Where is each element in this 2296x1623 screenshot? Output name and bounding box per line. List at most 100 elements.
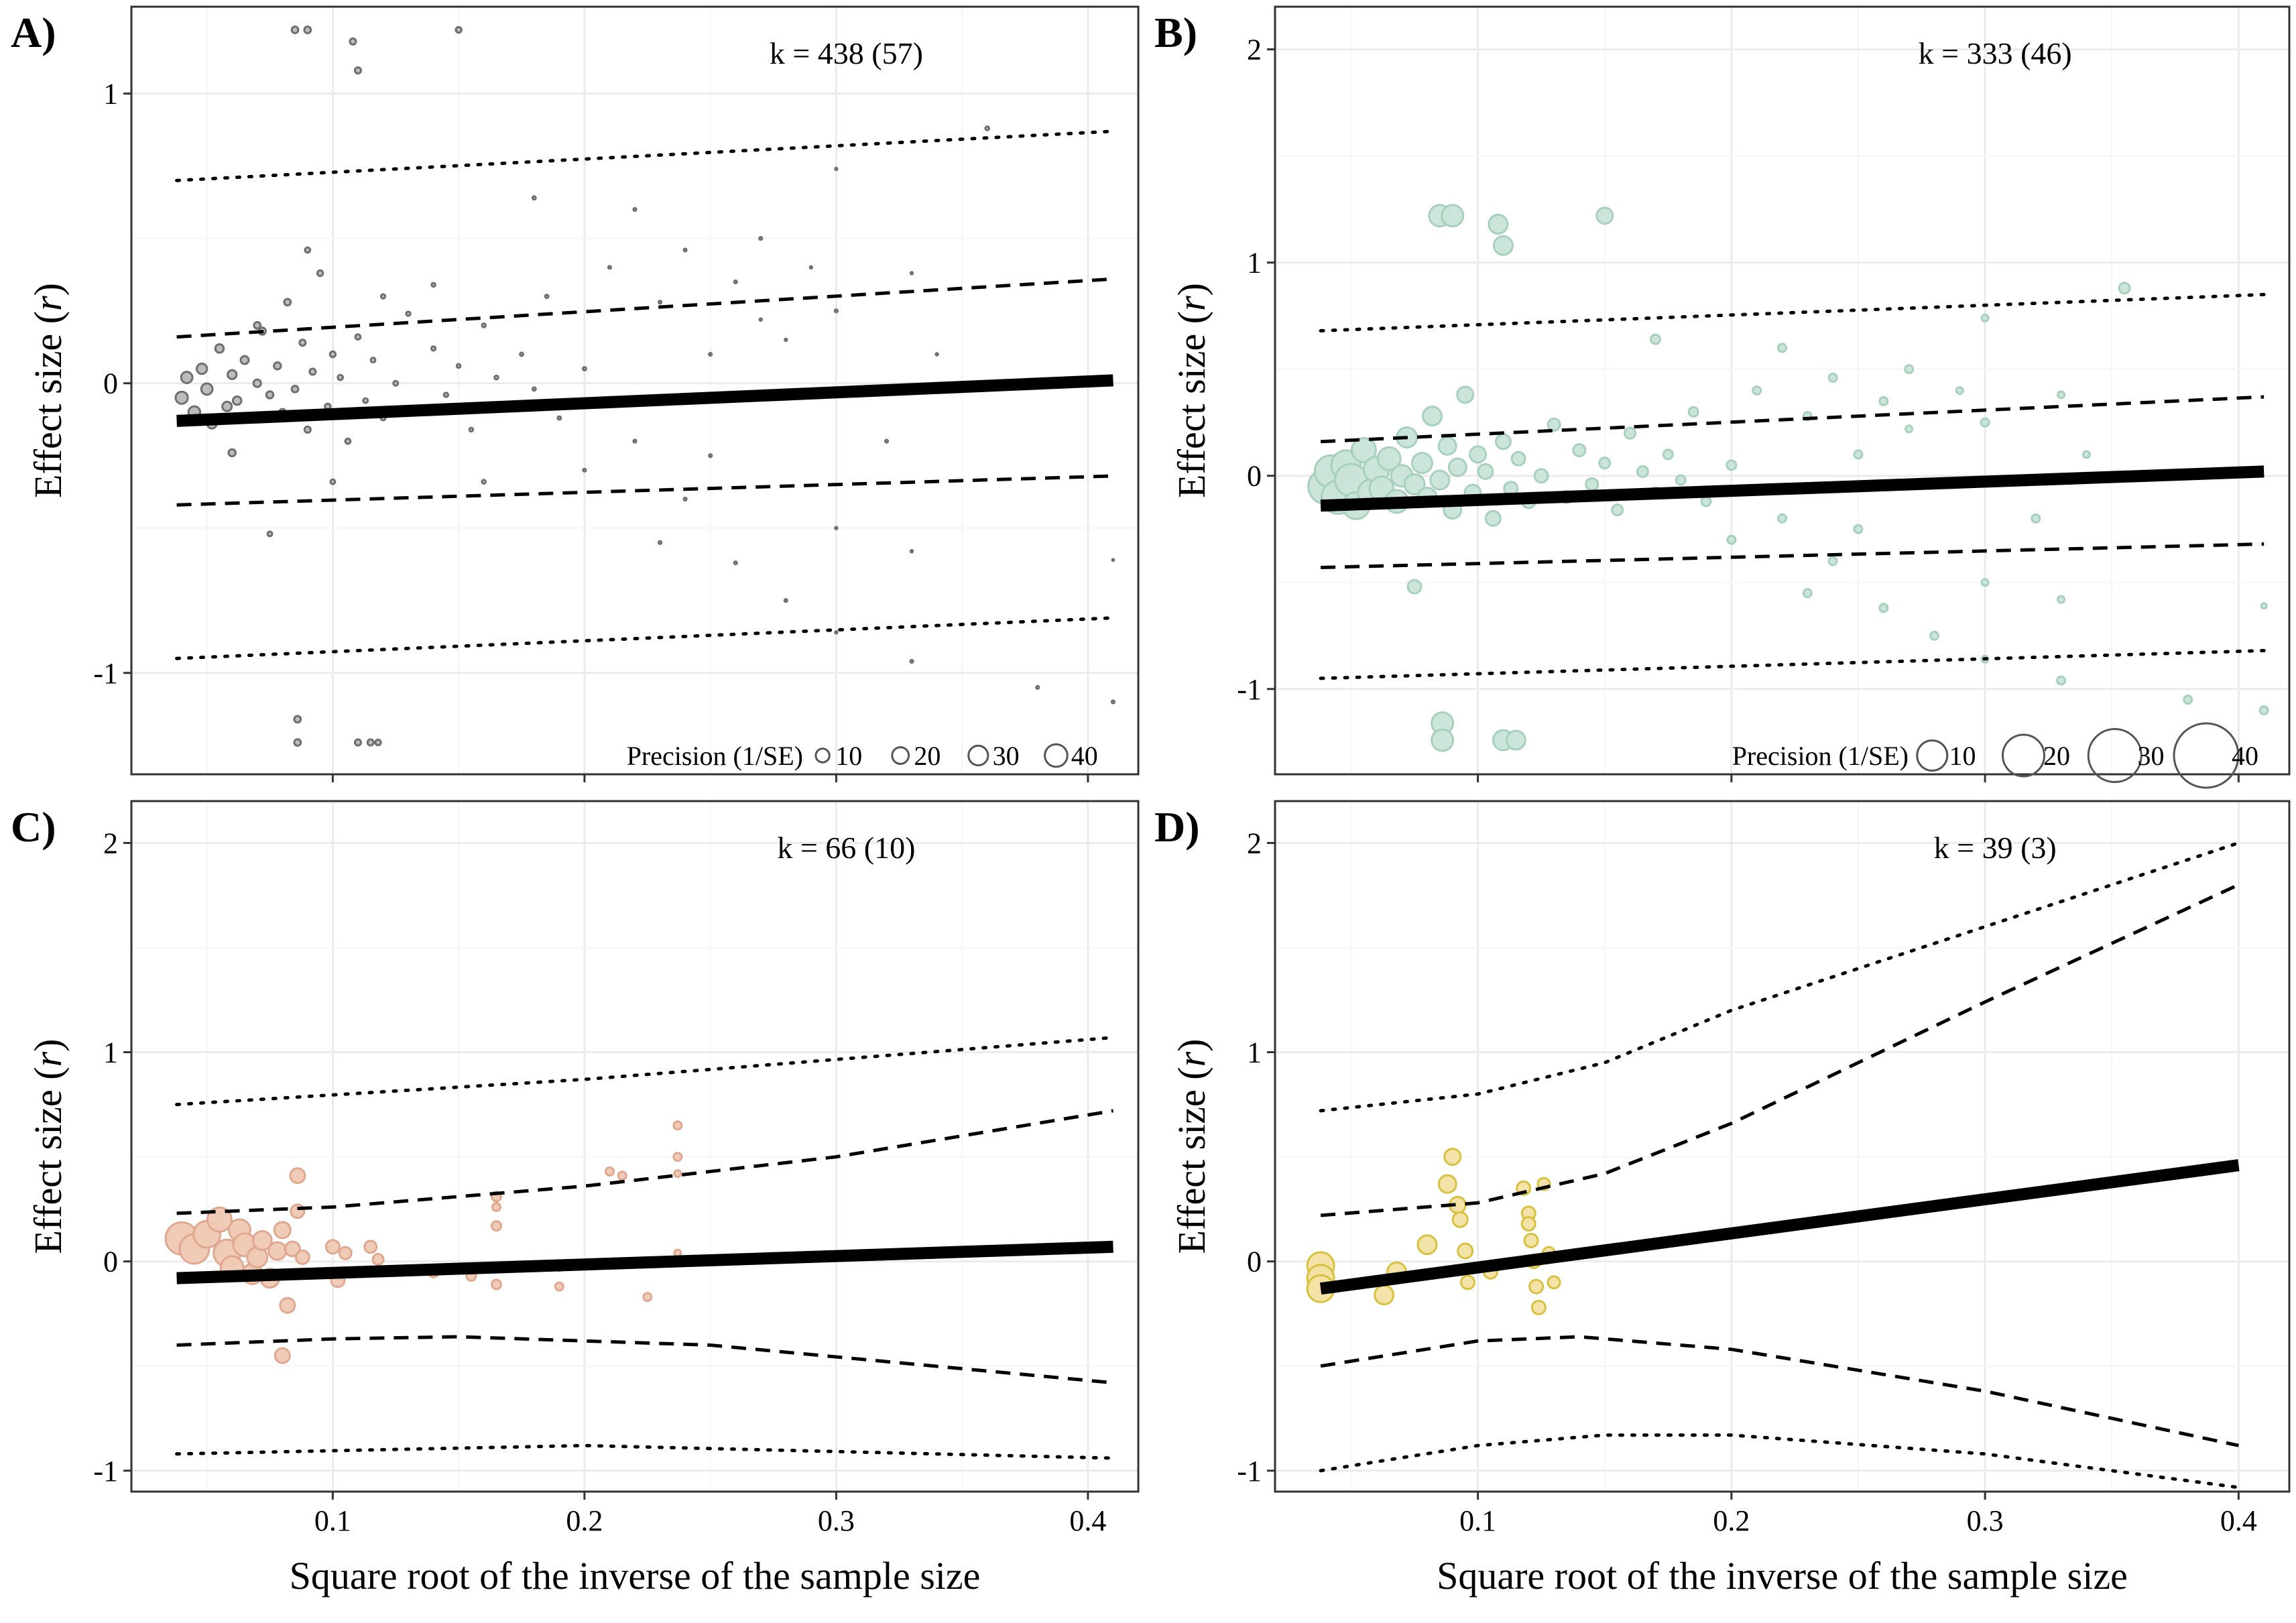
panel-d: -1 0 1 2 0.1 0.2 0.3 0.4 Effect size (r) Square r… (1154, 800, 2291, 1598)
data-point (733, 279, 738, 285)
data-point (2118, 282, 2131, 295)
confidence-interval-upper (1320, 395, 2264, 444)
regression-lines (1319, 292, 2266, 680)
prediction-interval-lower (175, 1443, 1115, 1460)
regression-fit-line (176, 374, 1113, 427)
data-point (758, 236, 764, 241)
data-point (298, 339, 307, 347)
data-point (349, 37, 357, 46)
data-point (1598, 457, 1612, 470)
data-point (1510, 450, 1526, 467)
legend-key-label: 40 (2232, 741, 2258, 771)
data-point (657, 300, 663, 305)
data-point (632, 206, 638, 213)
data-point (290, 25, 300, 34)
x-tick-label: 0.1 (1459, 1504, 1496, 1537)
prediction-interval-upper (1319, 841, 2240, 1113)
data-point (304, 246, 312, 254)
data-point (1636, 465, 1649, 478)
data-point (1726, 459, 1738, 471)
data-point (1416, 1234, 1438, 1256)
data-point (290, 384, 300, 394)
data-point (657, 540, 663, 545)
data-point (455, 363, 462, 369)
data-point (239, 355, 250, 365)
data-point (293, 738, 302, 747)
legend-key-label: 10 (835, 741, 862, 771)
data-point (834, 526, 839, 530)
data-point (491, 1202, 501, 1213)
data-point (642, 1292, 653, 1303)
data-point (1406, 579, 1423, 595)
data-point (1853, 524, 1864, 534)
data-point (324, 1239, 341, 1255)
data-point (1456, 385, 1475, 404)
data-point (265, 390, 275, 400)
legend-key-label: 10 (1949, 741, 1976, 771)
data-point (344, 437, 352, 445)
panel-frame (1274, 5, 2291, 776)
y-tick-label: 1 (103, 78, 118, 111)
prediction-interval-lower (1319, 1433, 2240, 1490)
legend-key-label: 30 (993, 741, 1020, 771)
data-point (708, 351, 713, 357)
x-axis (331, 774, 1089, 782)
y-axis-title: Effect size (r) (26, 1038, 70, 1254)
prediction-interval-upper (175, 1036, 1115, 1107)
data-point (1429, 469, 1451, 491)
y-tick-label: -1 (93, 1455, 118, 1488)
data-point (582, 467, 587, 473)
data-point (1649, 333, 1661, 345)
x-tick-label: 0.4 (1069, 1504, 1106, 1537)
y-axis: -1 0 1 (93, 78, 131, 690)
data-point (1111, 558, 1115, 562)
y-tick-label: 1 (1247, 1036, 1262, 1069)
data-point (1595, 206, 1614, 225)
data-point (369, 357, 377, 364)
data-point (909, 271, 914, 276)
data-point (544, 294, 550, 300)
data-point (632, 438, 638, 444)
data-point (481, 479, 487, 485)
panel-frame (130, 800, 1140, 1493)
data-point (2081, 450, 2091, 459)
y-tick-label: 0 (103, 1246, 118, 1278)
data-point (354, 333, 362, 341)
prediction-interval-upper (1319, 292, 2266, 333)
data-point (554, 1281, 564, 1292)
panel-label: C) (11, 803, 56, 851)
data-point (392, 379, 400, 387)
data-points (174, 25, 1116, 747)
confidence-interval-upper (176, 277, 1113, 339)
x-tick-label: 0.2 (566, 1504, 603, 1537)
data-point (1547, 417, 1561, 432)
data-point (1752, 385, 1762, 396)
data-point (1853, 449, 1864, 460)
data-point (1827, 372, 1838, 383)
data-point (1955, 386, 1964, 395)
y-axis-title: Effect size (r) (26, 283, 70, 498)
data-point (783, 598, 788, 603)
legend-key-circle (1916, 739, 1949, 772)
data-point (174, 390, 189, 405)
y-tick-label: 1 (103, 1036, 118, 1069)
data-point (353, 738, 363, 747)
data-point (1687, 406, 1699, 418)
data-point (227, 448, 237, 458)
y-axis-title: Effect size (r) (1170, 283, 1213, 498)
data-point (1700, 495, 1712, 507)
data-point (672, 1120, 683, 1131)
data-point (251, 1229, 273, 1251)
k-label: k = 39 (3) (1934, 831, 2057, 865)
data-point (604, 1166, 615, 1177)
k-label: k = 333 (46) (1919, 36, 2072, 70)
data-point (1572, 443, 1587, 458)
data-point (231, 395, 243, 406)
x-axis (1477, 774, 2240, 782)
data-point (1547, 1275, 1561, 1290)
panel-label: A) (11, 9, 56, 56)
data-point (252, 378, 262, 388)
data-point (289, 1167, 306, 1185)
data-point (1110, 699, 1116, 705)
data-point (338, 1246, 353, 1260)
